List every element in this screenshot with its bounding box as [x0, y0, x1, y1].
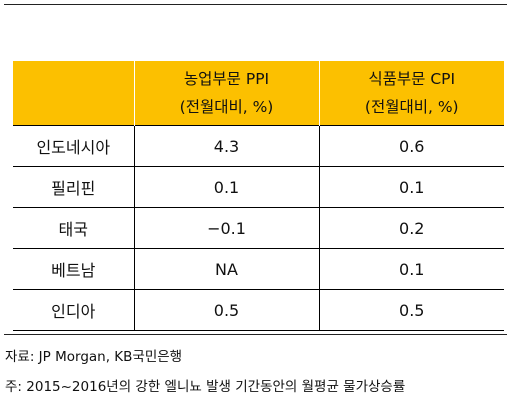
table-row: 필리핀 0.1 0.1	[13, 166, 504, 208]
table-row: 인디아 0.5 0.5	[13, 289, 504, 331]
footnote: 주: 2015~2016년의 강한 엘니뇨 발생 기간동안의 월평균 물가상승률	[5, 379, 406, 395]
cell-cpi: 0.5	[318, 289, 504, 331]
cell-country: 인디아	[13, 289, 134, 331]
cell-ppi: 0.1	[133, 166, 319, 208]
cell-ppi: −0.1	[133, 207, 319, 249]
header-agri-ppi-unit: (전월대비, %)	[179, 98, 274, 116]
table-header-row: 농업부문 PPI (전월대비, %) 식품부문 CPI (전월대비, %)	[13, 61, 504, 126]
cell-country: 인도네시아	[13, 125, 134, 167]
cell-ppi: NA	[133, 248, 319, 290]
cell-country: 필리핀	[13, 166, 134, 208]
header-country	[13, 61, 134, 126]
cell-cpi: 0.2	[318, 207, 504, 249]
table-row: 태국 −0.1 0.2	[13, 207, 504, 249]
table-row: 베트남 NA 0.1	[13, 248, 504, 290]
cell-country: 태국	[13, 207, 134, 249]
header-food-cpi: 식품부문 CPI (전월대비, %)	[318, 61, 504, 126]
header-agri-ppi: 농업부문 PPI (전월대비, %)	[133, 61, 319, 126]
cell-country: 베트남	[13, 248, 134, 290]
bottom-divider	[4, 334, 507, 335]
cell-ppi: 4.3	[133, 125, 319, 167]
cell-cpi: 0.1	[318, 248, 504, 290]
header-food-cpi-title: 식품부문 CPI	[368, 70, 456, 88]
inflation-table: 농업부문 PPI (전월대비, %) 식품부문 CPI (전월대비, %) 인도…	[13, 61, 504, 331]
top-divider	[4, 4, 507, 5]
source-note: 자료: JP Morgan, KB국민은행	[5, 349, 183, 365]
header-agri-ppi-title: 농업부문 PPI	[183, 70, 270, 88]
header-food-cpi-unit: (전월대비, %)	[364, 98, 459, 116]
cell-ppi: 0.5	[133, 289, 319, 331]
cell-cpi: 0.1	[318, 166, 504, 208]
cell-cpi: 0.6	[318, 125, 504, 167]
table-row: 인도네시아 4.3 0.6	[13, 125, 504, 167]
